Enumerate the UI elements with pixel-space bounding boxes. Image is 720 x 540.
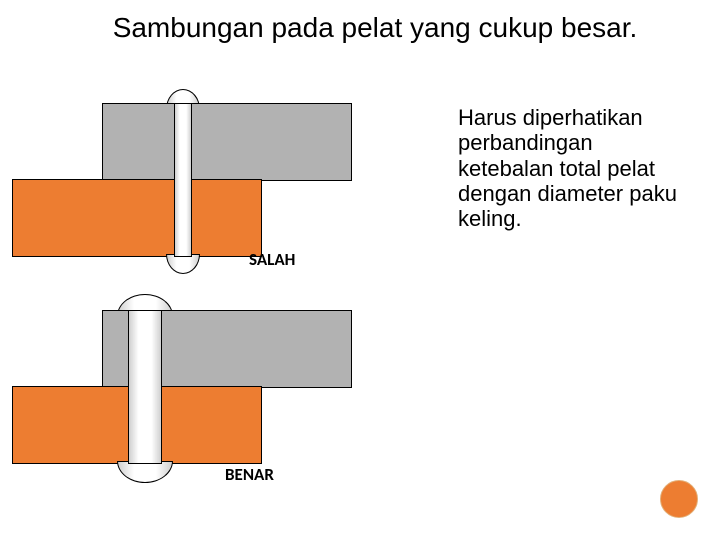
- orange-plate-wrong: [12, 179, 262, 257]
- rivet-shaft-wrong: [174, 103, 192, 257]
- rivet-head-bottom-wrong: [166, 254, 200, 274]
- body-text: Harus diperhatikan perbandingan ketebala…: [458, 105, 678, 231]
- diagram-correct: [12, 300, 350, 490]
- label-correct: BENAR: [225, 464, 274, 485]
- rivet-head-bottom-correct: [117, 461, 173, 483]
- gray-plate-wrong: [102, 103, 352, 181]
- diagram-wrong: [12, 93, 350, 283]
- page-title: Sambungan pada pelat yang cukup besar.: [75, 12, 675, 44]
- slide: Sambungan pada pelat yang cukup besar. H…: [0, 0, 720, 540]
- corner-decoration: [660, 480, 698, 518]
- rivet-shaft-correct: [128, 310, 162, 464]
- label-wrong: SALAH: [249, 249, 295, 270]
